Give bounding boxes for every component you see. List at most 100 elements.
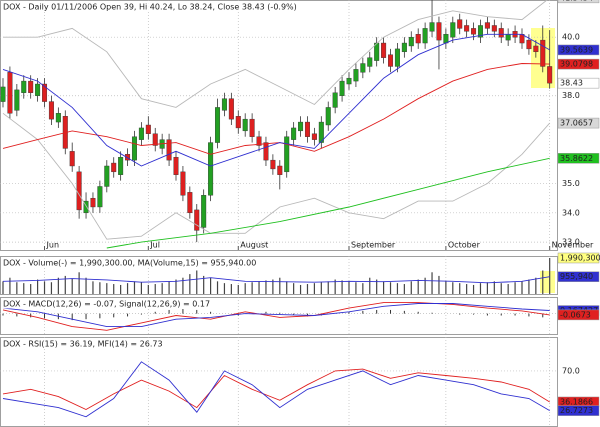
volume-bar xyxy=(507,284,509,294)
price-label: 41.3434 xyxy=(560,0,593,2)
volume-bar xyxy=(30,284,32,294)
indicator-line xyxy=(3,0,548,108)
indicator-line xyxy=(2,33,550,167)
volume-bar xyxy=(424,277,426,294)
candle-body xyxy=(436,22,442,41)
price-label: -0.0673 xyxy=(560,310,591,319)
histogram-bar xyxy=(473,313,475,315)
price-label: 35.8622 xyxy=(560,154,593,163)
volume-bar xyxy=(410,281,412,294)
indicator-line xyxy=(106,157,550,249)
histogram-bar xyxy=(182,309,184,314)
panel-title: DOX - Volume(-) = 1,990,300.00, MA(Volum… xyxy=(3,259,256,268)
candle-body xyxy=(304,121,310,137)
histogram-bar xyxy=(376,309,378,314)
volume-bar xyxy=(189,274,191,294)
candle-body xyxy=(145,124,151,134)
volume-bar xyxy=(445,281,447,294)
candle-body xyxy=(21,80,27,93)
candle-body xyxy=(76,171,82,211)
histogram-bar xyxy=(210,311,212,314)
histogram-bar xyxy=(431,312,433,314)
volume-bar xyxy=(383,281,385,294)
price-label: 26.7273 xyxy=(560,406,593,415)
candle-body xyxy=(346,77,352,85)
candle-body xyxy=(318,121,324,143)
histogram-bar xyxy=(279,312,281,314)
volume-bar xyxy=(64,275,66,294)
volume-bar xyxy=(472,284,475,294)
x-tick-label: August xyxy=(240,241,268,250)
volume-bar xyxy=(210,277,212,294)
volume-bar xyxy=(99,282,101,294)
volume-bar xyxy=(417,279,419,294)
candle-body xyxy=(505,34,511,41)
candle-body xyxy=(111,162,117,173)
volume-bar xyxy=(438,275,440,294)
candle-body xyxy=(353,69,359,82)
price-label: 39.5639 xyxy=(560,45,593,54)
candle-body xyxy=(249,118,255,137)
title-bg xyxy=(2,2,298,12)
candle-body xyxy=(194,209,200,231)
title-bg xyxy=(2,339,164,349)
candle-body xyxy=(35,83,41,96)
price-label-box xyxy=(557,405,600,416)
volume-bar xyxy=(493,281,495,294)
volume-bar xyxy=(403,284,405,294)
y-tick-label: 34.0 xyxy=(562,208,580,217)
price-label-box xyxy=(557,58,600,70)
histogram-bar xyxy=(348,311,350,314)
volume-bar xyxy=(389,282,392,294)
candle-body xyxy=(394,48,400,67)
volume-bar xyxy=(126,283,129,294)
y-tick-label: 40.0 xyxy=(562,33,580,42)
histogram-bar xyxy=(362,310,364,314)
candle-body xyxy=(443,34,449,44)
volume-bar xyxy=(466,284,468,294)
x-tick-label: Jul xyxy=(149,241,160,250)
volume-bar xyxy=(452,282,454,294)
candle-body xyxy=(118,157,124,175)
panel-frame xyxy=(0,297,558,335)
volume-bar xyxy=(431,272,433,294)
candle-body xyxy=(235,116,241,129)
volume-bar xyxy=(147,284,149,294)
candle-body xyxy=(381,42,387,58)
candle-body xyxy=(104,165,110,187)
candle-body xyxy=(0,86,6,102)
volume-bar xyxy=(140,282,142,294)
candle-body xyxy=(547,66,553,84)
volume-bar xyxy=(258,281,260,294)
volume-bar xyxy=(71,278,73,294)
volume-bar xyxy=(50,282,53,294)
volume-bar xyxy=(106,283,108,294)
volume-bar xyxy=(182,277,184,294)
histogram-bar xyxy=(486,313,488,316)
candle-body xyxy=(152,133,158,146)
y-tick-label: 35.0 xyxy=(562,179,580,188)
title-bg xyxy=(2,299,212,309)
title-bg xyxy=(2,258,258,268)
candle-body xyxy=(263,142,269,161)
volume-bar xyxy=(57,277,59,294)
volume-bar xyxy=(459,283,461,294)
candle-body xyxy=(401,42,407,53)
volume-bar xyxy=(348,281,350,294)
candle-body xyxy=(284,136,290,173)
x-tick-label: Jun xyxy=(46,241,60,250)
panel-frame xyxy=(0,337,558,427)
volume-bar xyxy=(362,283,364,294)
volume-bar xyxy=(313,283,315,294)
histogram-bar xyxy=(459,313,461,315)
volume-bar xyxy=(216,281,219,294)
candle-body xyxy=(270,159,276,170)
volume-bar xyxy=(376,279,378,294)
candle-body xyxy=(491,25,497,32)
candle-body xyxy=(415,34,421,44)
price-label-box xyxy=(557,153,600,164)
volume-bar xyxy=(203,275,205,294)
x-tick-label: October xyxy=(448,241,481,250)
histogram-bar xyxy=(265,311,267,314)
